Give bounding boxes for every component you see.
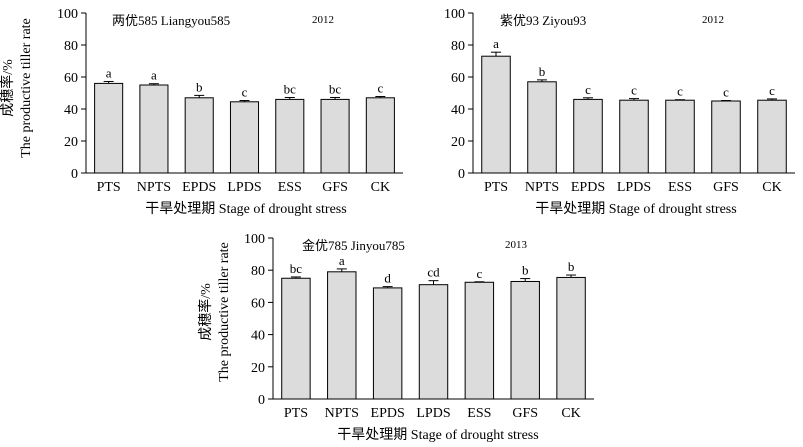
x-tick-label: GFS bbox=[713, 180, 739, 195]
y-tick-label: 100 bbox=[244, 232, 265, 247]
y-tick-label: 20 bbox=[251, 361, 265, 376]
y-tick-label: 0 bbox=[458, 167, 465, 182]
x-tick-label: CK bbox=[561, 406, 580, 421]
y-tick-label: 60 bbox=[251, 296, 265, 311]
y-tick-label: 40 bbox=[64, 103, 78, 118]
y-tick-label: 0 bbox=[258, 393, 265, 408]
significance-letter: c bbox=[723, 85, 729, 100]
significance-letter: d bbox=[384, 271, 391, 286]
significance-letter: bc bbox=[284, 81, 297, 96]
bar-ess bbox=[275, 98, 305, 174]
significance-letter: c bbox=[377, 81, 383, 96]
y-tick-label: 80 bbox=[451, 39, 465, 54]
x-axis-label: 干旱处理期 Stage of drought stress bbox=[145, 201, 346, 217]
x-axis-label: 干旱处理期 Stage of drought stress bbox=[535, 201, 736, 217]
y-tick-label: 100 bbox=[57, 7, 78, 22]
x-tick-label: NPTS bbox=[325, 406, 359, 421]
chart-title: 两优585 Liangyou585 bbox=[112, 13, 230, 28]
bar-npts bbox=[327, 271, 357, 400]
bar-lpds bbox=[619, 99, 649, 174]
x-tick-label: PTS bbox=[97, 180, 121, 195]
y-tick-label: 0 bbox=[71, 167, 78, 182]
significance-letter: a bbox=[493, 36, 499, 51]
bar-epds bbox=[573, 98, 603, 174]
x-tick-label: PTS bbox=[484, 180, 508, 195]
significance-letter: bc bbox=[290, 261, 303, 276]
significance-letter: c bbox=[769, 83, 775, 98]
chart-year: 2012 bbox=[702, 14, 724, 26]
chart-year: 2013 bbox=[505, 239, 528, 251]
bar-gfs bbox=[510, 280, 540, 400]
significance-letter: c bbox=[476, 266, 482, 281]
significance-letter: cd bbox=[427, 265, 440, 280]
significance-letter: b bbox=[539, 64, 546, 79]
bar-pts bbox=[281, 277, 311, 400]
bar-lpds bbox=[418, 284, 449, 400]
bar-npts bbox=[139, 84, 169, 174]
x-tick-label: GFS bbox=[512, 406, 538, 421]
bar-ck bbox=[365, 97, 395, 174]
x-tick-label: EPDS bbox=[371, 406, 405, 421]
x-tick-label: EPDS bbox=[182, 180, 216, 195]
y-tick-label: 20 bbox=[451, 135, 465, 150]
bar-npts bbox=[527, 81, 557, 174]
bar-gfs bbox=[711, 100, 741, 174]
x-tick-label: LPDS bbox=[617, 180, 651, 195]
chart-title: 金优785 Jinyou785 bbox=[302, 238, 405, 253]
bar-epds bbox=[372, 287, 403, 400]
significance-letter: c bbox=[631, 83, 637, 98]
significance-letter: c bbox=[677, 84, 683, 99]
significance-letter: a bbox=[151, 68, 157, 83]
bar-epds bbox=[184, 97, 214, 174]
y-axis-label-en: The productive tiller rate bbox=[217, 242, 232, 382]
bar-ck bbox=[556, 276, 586, 400]
x-tick-label: CK bbox=[762, 180, 781, 195]
chart-panel-1: 0 20 40 60 80 100 a PTS a NPTS b EPDS c LPDS bc ESS bc GF… bbox=[0, 7, 403, 217]
y-tick-label: 60 bbox=[451, 71, 465, 86]
x-tick-label: ESS bbox=[467, 406, 491, 421]
y-tick-label: 80 bbox=[251, 264, 265, 279]
x-tick-label: EPDS bbox=[571, 180, 605, 195]
significance-letter: b bbox=[196, 79, 203, 94]
x-axis-label: 干旱处理期 Stage of drought stress bbox=[337, 427, 538, 443]
x-tick-label: GFS bbox=[322, 180, 348, 195]
chart-panel-3: 0 20 40 60 80 100 bc PTS a NPTS d EPDS cd LPDS c ESS b GF… bbox=[197, 232, 594, 443]
y-tick-label: 100 bbox=[444, 7, 465, 22]
x-tick-label: NPTS bbox=[525, 180, 559, 195]
y-tick-label: 80 bbox=[64, 39, 78, 54]
significance-letter: a bbox=[106, 65, 112, 80]
significance-letter: a bbox=[339, 253, 345, 268]
bar-gfs bbox=[320, 98, 350, 174]
y-axis-label-en: The productive tiller rate bbox=[19, 18, 34, 158]
chart-panel-2: 0 20 40 60 80 100 a PTS b NPTS c EPDS c LPDS c ESS c GFS c… bbox=[444, 7, 795, 217]
x-tick-label: NPTS bbox=[137, 180, 171, 195]
chart-title: 紫优93 Ziyou93 bbox=[500, 13, 586, 28]
bar-ess bbox=[665, 99, 695, 174]
chart-year: 2012 bbox=[312, 14, 334, 26]
y-axis-label-cn: 成穗率/% bbox=[0, 59, 16, 117]
significance-letter: c bbox=[242, 85, 248, 100]
x-tick-label: CK bbox=[371, 180, 390, 195]
y-tick-label: 60 bbox=[64, 71, 78, 86]
bar-ck bbox=[757, 99, 787, 174]
significance-letter: b bbox=[522, 263, 529, 278]
x-tick-label: ESS bbox=[668, 180, 692, 195]
bar-pts bbox=[94, 82, 124, 174]
x-tick-label: ESS bbox=[278, 180, 302, 195]
y-tick-label: 20 bbox=[64, 135, 78, 150]
x-tick-label: LPDS bbox=[227, 180, 261, 195]
bar-ess bbox=[464, 281, 495, 400]
x-tick-label: LPDS bbox=[416, 406, 450, 421]
y-axis-label-cn: 成穗率/% bbox=[197, 283, 214, 341]
y-tick-label: 40 bbox=[251, 329, 265, 344]
significance-letter: b bbox=[568, 259, 575, 274]
significance-letter: c bbox=[585, 82, 591, 97]
bar-lpds bbox=[229, 101, 260, 174]
bar-pts bbox=[481, 55, 511, 174]
y-tick-label: 40 bbox=[451, 103, 465, 118]
x-tick-label: PTS bbox=[284, 406, 308, 421]
significance-letter: bc bbox=[329, 81, 342, 96]
